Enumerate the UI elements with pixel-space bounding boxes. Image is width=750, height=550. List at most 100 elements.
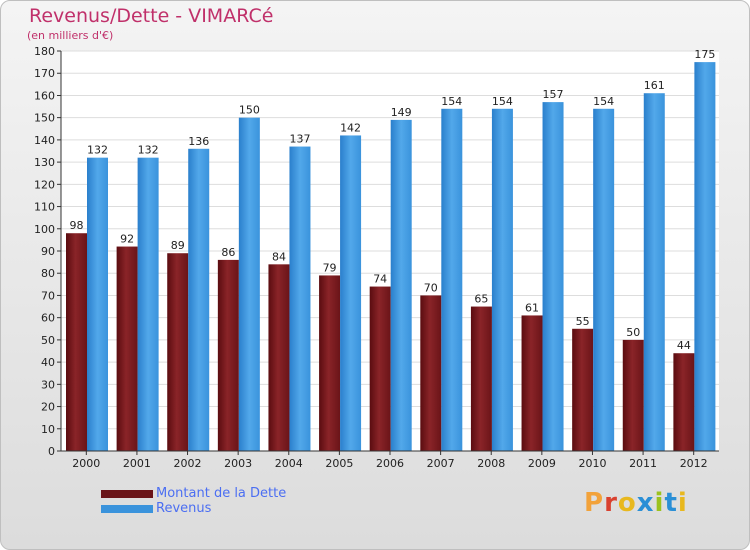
legend-item-revenue: Revenus	[101, 501, 286, 516]
data-label-revenue: 154	[492, 95, 513, 108]
bar-debt	[369, 286, 391, 451]
data-label-revenue: 149	[391, 106, 412, 119]
y-tick-label: 110	[34, 201, 55, 214]
bar-debt	[116, 246, 138, 451]
bar-debt	[66, 233, 87, 451]
x-tick-label: 2005	[325, 457, 353, 470]
x-tick-label: 2000	[72, 457, 100, 470]
y-tick-label: 90	[41, 245, 55, 258]
bar-debt	[217, 259, 239, 451]
x-tick-label: 2002	[174, 457, 202, 470]
y-tick-label: 70	[41, 289, 55, 302]
data-label-debt: 84	[272, 250, 286, 263]
x-tick-label: 2010	[578, 457, 606, 470]
bar-revenue	[188, 148, 210, 451]
data-label-debt: 61	[525, 301, 539, 314]
data-label-debt: 89	[171, 239, 185, 252]
data-label-revenue: 154	[593, 95, 614, 108]
x-tick-label: 2011	[629, 457, 657, 470]
y-tick-label: 140	[34, 134, 55, 147]
bar-revenue	[694, 62, 716, 451]
legend-swatch-revenue	[101, 504, 153, 513]
bar-debt	[470, 306, 492, 451]
x-tick-label: 2009	[528, 457, 556, 470]
bar-debt	[673, 353, 695, 451]
x-tick-label: 2001	[123, 457, 151, 470]
y-tick-label: 40	[41, 356, 55, 369]
bar-debt	[167, 253, 189, 451]
x-tick-label: 2007	[427, 457, 455, 470]
chart-legend: Montant de la Dette Revenus	[101, 486, 286, 516]
y-tick-label: 0	[48, 445, 55, 458]
x-tick-label: 2012	[680, 457, 708, 470]
logo-letter: i	[654, 488, 665, 518]
bar-debt	[521, 315, 543, 451]
data-label-debt: 44	[677, 339, 691, 352]
y-tick-label: 30	[41, 378, 55, 391]
data-label-revenue: 154	[441, 95, 462, 108]
legend-swatch-debt	[101, 489, 153, 498]
legend-label-debt: Montant de la Dette	[156, 486, 287, 501]
data-label-revenue: 136	[188, 135, 209, 148]
logo-letter: o	[617, 488, 637, 518]
data-label-debt: 50	[626, 326, 640, 339]
y-tick-label: 60	[41, 312, 55, 325]
y-tick-label: 120	[34, 178, 55, 191]
data-label-revenue: 175	[694, 48, 715, 61]
bar-revenue	[643, 93, 665, 451]
chart-title: Revenus/Dette - VIMARCé	[29, 5, 274, 27]
data-label-revenue: 132	[138, 144, 159, 157]
bar-revenue	[289, 146, 311, 452]
y-tick-label: 150	[34, 112, 55, 125]
bar-revenue	[441, 108, 463, 452]
data-label-debt: 86	[221, 246, 235, 259]
data-label-debt: 98	[70, 219, 84, 232]
logo-letter: P	[584, 488, 605, 518]
data-label-revenue: 142	[340, 121, 361, 134]
chart-subtitle: (en milliers d'€)	[27, 29, 114, 42]
bar-debt	[268, 264, 290, 451]
y-tick-label: 10	[41, 423, 55, 436]
logo-letter: i	[677, 488, 688, 518]
x-tick-label: 2008	[477, 457, 505, 470]
y-tick-label: 180	[34, 45, 55, 58]
legend-label-revenue: Revenus	[156, 501, 212, 516]
bar-debt	[319, 275, 341, 451]
data-label-revenue: 157	[543, 88, 564, 101]
logo-letter: r	[604, 488, 618, 518]
y-tick-label: 160	[34, 89, 55, 102]
bar-revenue	[390, 119, 412, 451]
bar-debt	[420, 295, 442, 451]
data-label-revenue: 161	[644, 79, 665, 92]
y-tick-label: 80	[41, 267, 55, 280]
data-label-debt: 74	[373, 273, 387, 286]
data-label-debt: 79	[323, 261, 337, 274]
bar-revenue	[238, 117, 260, 452]
bar-revenue	[593, 108, 615, 452]
x-tick-label: 2004	[275, 457, 303, 470]
bar-revenue	[542, 102, 564, 451]
bar-debt	[622, 339, 644, 451]
legend-item-debt: Montant de la Dette	[101, 486, 286, 501]
data-label-debt: 55	[576, 315, 590, 328]
bar-revenue	[340, 135, 362, 451]
bar-revenue	[87, 157, 108, 451]
data-label-revenue: 137	[289, 133, 310, 146]
y-tick-label: 100	[34, 223, 55, 236]
data-label-revenue: 150	[239, 104, 260, 117]
y-tick-label: 20	[41, 401, 55, 414]
proxiti-logo: Proxiti	[584, 488, 688, 518]
y-tick-label: 170	[34, 67, 55, 80]
data-label-debt: 65	[474, 293, 488, 306]
logo-letter: x	[636, 488, 655, 518]
x-tick-label: 2006	[376, 457, 404, 470]
data-label-debt: 70	[424, 281, 438, 294]
x-tick-label: 2003	[224, 457, 252, 470]
y-tick-label: 50	[41, 334, 55, 347]
data-label-debt: 92	[120, 233, 134, 246]
bar-debt	[572, 328, 594, 451]
data-label-revenue: 132	[87, 144, 108, 157]
bar-revenue	[491, 108, 513, 452]
